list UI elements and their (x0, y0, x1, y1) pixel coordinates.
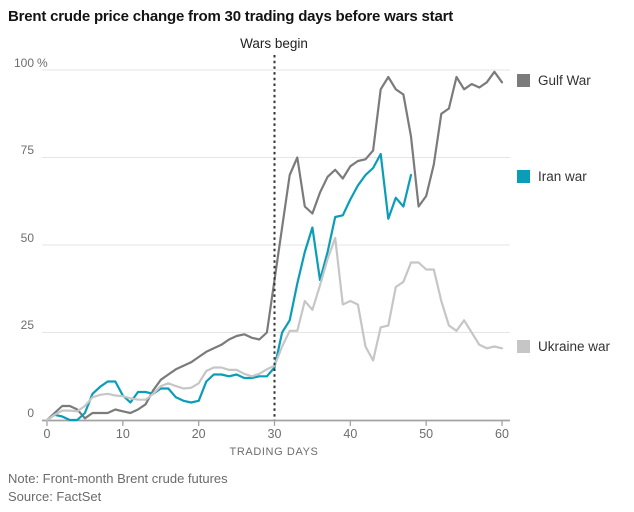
x-axis-tick-label: 0 (43, 427, 51, 441)
footnote: Note: Front-month Brent crude futures (8, 471, 228, 486)
legend-label-gulf-war: Gulf War (538, 72, 591, 88)
y-axis-tick-label: 25 (20, 318, 34, 332)
legend-swatch-iran-war (517, 169, 530, 183)
x-axis-tick-label: 10 (115, 427, 130, 441)
y-axis-tick-label: 50 (20, 230, 34, 245)
series-line-iran-war (45, 152, 413, 422)
legend-label-ukraine-war: Ukraine war (538, 338, 611, 354)
legend-swatch-ukraine-war (517, 339, 530, 353)
wars-begin-label: Wars begin (240, 36, 308, 51)
x-axis-tick-label: 60 (495, 427, 509, 441)
y-axis-tick-label: 0 (27, 405, 34, 420)
series-line-gulf-war (45, 70, 504, 422)
x-axis-tick-label: 30 (267, 427, 282, 441)
x-axis-tick-label: 40 (343, 427, 358, 441)
legend-item-iran-war: Iran war (517, 167, 587, 185)
legend-label-iran-war: Iran war (538, 168, 587, 184)
x-axis-tick-label: 50 (419, 427, 434, 441)
y-axis-tick-label: 100 (13, 55, 34, 70)
source-note: Source: FactSet (8, 489, 102, 504)
series-line-ukraine-war (45, 236, 504, 422)
chart-title: Brent crude price change from 30 trading… (8, 8, 454, 25)
legend-swatch-gulf-war (517, 73, 530, 87)
legend-item-gulf-war: Gulf War (517, 71, 591, 89)
legend-item-ukraine-war: Ukraine war (517, 337, 610, 355)
y-axis-unit: % (37, 55, 48, 70)
x-axis-title: TRADING DAYS (229, 446, 319, 458)
y-axis-tick-label: 75 (20, 143, 34, 157)
x-axis-tick-label: 20 (191, 427, 206, 441)
